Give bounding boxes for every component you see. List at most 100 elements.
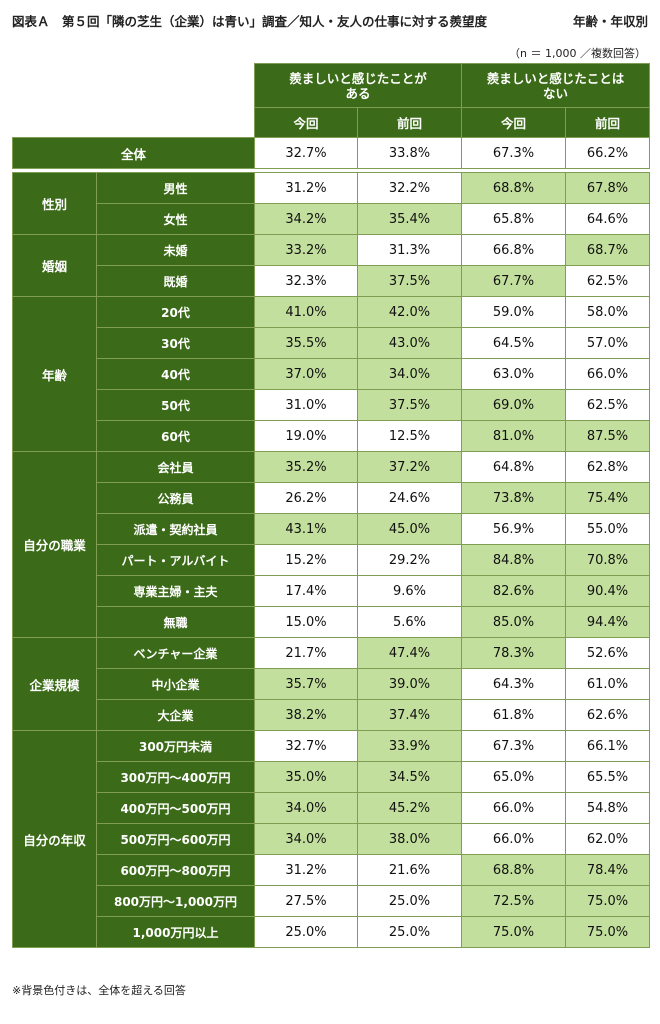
table-row: 自分の年収 300万円未満 32.7% 33.9% 67.3% 66.1% xyxy=(12,730,650,948)
value-cell: 66.1% xyxy=(565,730,650,762)
value-cell: 5.6% xyxy=(357,606,462,638)
row-label: 大企業 xyxy=(96,699,255,731)
value-cell: 32.2% xyxy=(357,172,462,204)
value-cell: 81.0% xyxy=(461,420,566,452)
value-cell: 59.0% xyxy=(461,296,566,328)
value-cell: 58.0% xyxy=(565,296,650,328)
value-cell: 37.5% xyxy=(357,389,462,421)
value-cell: 52.6% xyxy=(565,637,650,669)
table-row-total: 全体 32.7% 33.8% 67.3% 66.2% xyxy=(12,137,650,169)
value-cell: 31.2% xyxy=(254,172,358,204)
value-cell: 35.0% xyxy=(254,761,358,793)
value-cell: 47.4% xyxy=(357,637,462,669)
row-label: 派遣・契約社員 xyxy=(96,513,255,545)
value-cell: 65.8% xyxy=(461,203,566,235)
row-label: 40代 xyxy=(96,358,255,390)
value-cell: 78.4% xyxy=(565,854,650,886)
category-label: 企業規模 xyxy=(12,637,97,731)
table-row: 60代 19.0% 12.5% 81.0% 87.5% xyxy=(13,420,650,452)
value-cell: 62.5% xyxy=(565,265,650,297)
category-label: 婚姻 xyxy=(12,234,97,297)
value-cell: 75.0% xyxy=(565,916,650,948)
value-cell: 75.4% xyxy=(565,482,650,514)
table-row: 50代 31.0% 37.5% 69.0% 62.5% xyxy=(13,389,650,421)
value-cell: 63.0% xyxy=(461,358,566,390)
value-cell: 90.4% xyxy=(565,575,650,607)
table-row: 800万円～1,000万円 27.5% 25.0% 72.5% 75.0% xyxy=(13,885,650,917)
value-cell: 9.6% xyxy=(357,575,462,607)
value-cell: 69.0% xyxy=(461,389,566,421)
value-cell: 34.0% xyxy=(254,823,358,855)
table-row: パート・アルバイト 15.2% 29.2% 84.8% 70.8% xyxy=(13,544,650,576)
value-cell-total-3: 66.2% xyxy=(565,137,650,169)
value-cell-total-2: 67.3% xyxy=(461,137,566,169)
row-label: 300万円未満 xyxy=(96,730,255,762)
value-cell: 84.8% xyxy=(461,544,566,576)
table-row: 大企業 38.2% 37.4% 61.8% 62.6% xyxy=(13,699,650,731)
value-cell: 62.6% xyxy=(565,699,650,731)
value-cell: 12.5% xyxy=(357,420,462,452)
table-row: 無職 15.0% 5.6% 85.0% 94.4% xyxy=(13,606,650,638)
value-cell: 35.5% xyxy=(254,327,358,359)
value-cell: 73.8% xyxy=(461,482,566,514)
value-cell: 68.8% xyxy=(461,172,566,204)
row-label: 女性 xyxy=(96,203,255,235)
header-current-2: 今回 xyxy=(461,107,566,138)
value-cell: 75.0% xyxy=(565,885,650,917)
sample-note: （n ＝ 1,000 ／複数回答） xyxy=(509,47,646,60)
chart-title: 図表Ａ 第５回「隣の芝生（企業）は青い」調査／知人・友人の仕事に対する羨望度 xyxy=(12,14,488,29)
table-row: 公務員 26.2% 24.6% 73.8% 75.4% xyxy=(13,482,650,514)
table-row: 派遣・契約社員 43.1% 45.0% 56.9% 55.0% xyxy=(13,513,650,545)
row-label: 無職 xyxy=(96,606,255,638)
row-label: パート・アルバイト xyxy=(96,544,255,576)
value-cell: 45.0% xyxy=(357,513,462,545)
value-cell: 21.6% xyxy=(357,854,462,886)
value-cell: 87.5% xyxy=(565,420,650,452)
value-cell: 37.2% xyxy=(357,451,462,483)
row-label: 未婚 xyxy=(96,234,255,266)
value-cell: 65.5% xyxy=(565,761,650,793)
header-group-envied-label: 羨ましいと感じたことがある xyxy=(289,70,427,101)
value-cell: 64.5% xyxy=(461,327,566,359)
value-cell: 64.8% xyxy=(461,451,566,483)
value-cell: 68.7% xyxy=(565,234,650,266)
row-label: 20代 xyxy=(96,296,255,328)
value-cell: 66.8% xyxy=(461,234,566,266)
value-cell: 62.5% xyxy=(565,389,650,421)
table-row: 性別 男性 31.2% 32.2% 68.8% 67.8% xyxy=(12,172,650,235)
value-cell: 67.8% xyxy=(565,172,650,204)
row-label-total: 全体 xyxy=(12,137,255,169)
value-cell: 65.0% xyxy=(461,761,566,793)
row-label: 公務員 xyxy=(96,482,255,514)
value-cell: 64.6% xyxy=(565,203,650,235)
value-cell: 34.0% xyxy=(357,358,462,390)
value-cell: 39.0% xyxy=(357,668,462,700)
value-cell: 15.2% xyxy=(254,544,358,576)
value-cell: 70.8% xyxy=(565,544,650,576)
category-label: 年齢 xyxy=(12,296,97,452)
table-row: 女性 34.2% 35.4% 65.8% 64.6% xyxy=(13,203,650,235)
table-row: 年齢 20代 41.0% 42.0% 59.0% 58.0% xyxy=(12,296,650,452)
value-cell: 26.2% xyxy=(254,482,358,514)
value-cell: 24.6% xyxy=(357,482,462,514)
value-cell: 32.3% xyxy=(254,265,358,297)
row-label: 300万円～400万円 xyxy=(96,761,255,793)
row-label: 1,000万円以上 xyxy=(96,916,255,948)
value-cell: 37.0% xyxy=(254,358,358,390)
table-row: 40代 37.0% 34.0% 63.0% 66.0% xyxy=(13,358,650,390)
value-cell: 66.0% xyxy=(461,823,566,855)
value-cell: 25.0% xyxy=(254,916,358,948)
category-label: 自分の年収 xyxy=(12,730,97,948)
value-cell: 43.1% xyxy=(254,513,358,545)
value-cell: 15.0% xyxy=(254,606,358,638)
value-cell: 27.5% xyxy=(254,885,358,917)
value-cell: 35.2% xyxy=(254,451,358,483)
header-previous-1: 前回 xyxy=(357,107,462,138)
row-label: ベンチャー企業 xyxy=(96,637,255,669)
category-label: 自分の職業 xyxy=(12,451,97,638)
value-cell: 34.0% xyxy=(254,792,358,824)
row-label: 会社員 xyxy=(96,451,255,483)
table-row: 企業規模 ベンチャー企業 21.7% 47.4% 78.3% 52.6% xyxy=(12,637,650,731)
value-cell: 19.0% xyxy=(254,420,358,452)
title-row: 図表Ａ 第５回「隣の芝生（企業）は青い」調査／知人・友人の仕事に対する羨望度 年… xyxy=(12,11,648,31)
